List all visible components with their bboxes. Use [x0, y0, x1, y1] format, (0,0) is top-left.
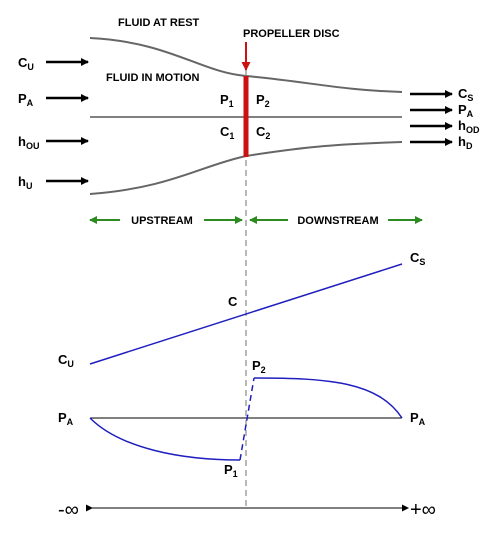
disc-label-c2: C2 [256, 124, 270, 141]
output-label-hod: hOD [458, 118, 480, 135]
pressure-curve-downstream [253, 377, 403, 419]
pressure-high-label: P2 [252, 358, 266, 375]
axis-neg-infinity: -∞ [58, 499, 79, 521]
pressure-low-label: P1 [224, 462, 238, 479]
pressure-right-label: PA [410, 410, 426, 427]
velocity-start-label: CU [58, 352, 74, 369]
input-label-hou: hOU [18, 134, 39, 151]
fluid-at-rest-label: FLUID AT REST [118, 17, 200, 29]
pressure-curve-upstream [89, 417, 241, 461]
velocity-line [89, 263, 403, 365]
propeller-disc-label: PROPELLER DISC [243, 28, 340, 40]
fluid-in-motion-label: FLUID IN MOTION [106, 72, 200, 84]
disc-label-p2: P2 [256, 92, 270, 109]
velocity-end-label: CS [410, 250, 425, 267]
axis-pos-infinity: +∞ [410, 499, 436, 521]
pressure-jump [239, 377, 255, 461]
pressure-left-label: PA [58, 410, 74, 427]
output-label-hd: hD [458, 134, 473, 151]
upstream-label: UPSTREAM [131, 215, 193, 227]
input-label-pa: PA [18, 91, 34, 108]
downstream-label: DOWNSTREAM [297, 215, 378, 227]
output-label-cs: CS [458, 86, 473, 103]
output-label-pa: PA [458, 102, 474, 119]
input-label-hu: hU [18, 174, 32, 191]
velocity-mid-label: C [228, 294, 238, 309]
input-label-cu: CU [18, 55, 34, 72]
disc-label-c1: C1 [220, 124, 234, 141]
disc-label-p1: P1 [220, 92, 234, 109]
